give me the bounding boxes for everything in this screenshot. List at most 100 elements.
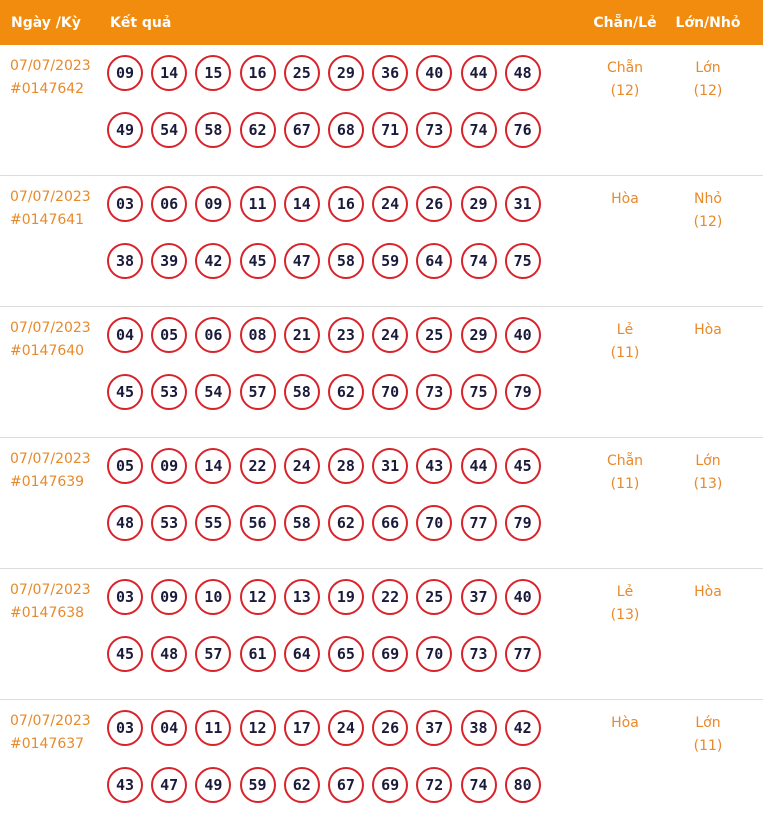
number-ball: 76 <box>504 112 541 148</box>
draw-date: 07/07/2023 <box>10 582 91 598</box>
number-ball: 16 <box>239 55 276 91</box>
chan-le-value: Hòa <box>611 191 639 207</box>
number-ball: 59 <box>372 243 409 279</box>
number-ball: 38 <box>107 243 143 279</box>
number-ball: 03 <box>107 579 143 615</box>
number-ball: 42 <box>504 710 541 746</box>
number-ball: 69 <box>372 767 409 803</box>
number-ball: 14 <box>195 448 232 484</box>
number-ball: 58 <box>283 374 320 410</box>
number-ball: 05 <box>151 317 188 353</box>
number-line: 05 09 14 22 24 28 31 43 44 45 <box>107 448 557 486</box>
number-ball: 26 <box>416 186 453 222</box>
number-line: 03 04 11 12 17 24 26 37 38 42 <box>107 710 557 748</box>
lon-nho-value: Lớn <box>695 453 721 469</box>
draw-date: 07/07/2023 <box>10 189 91 205</box>
draw-date: 07/07/2023 <box>10 58 91 74</box>
number-line: 09 14 15 16 25 29 36 40 44 48 <box>107 55 557 93</box>
result-numbers: 03 09 10 12 13 19 22 25 37 40 45 48 57 61 64 65 69 70 73 77 <box>107 579 557 693</box>
number-ball: 77 <box>504 636 541 672</box>
number-ball: 22 <box>372 579 409 615</box>
draw-id: #0147637 <box>10 736 85 752</box>
lon-nho-count: (12) <box>693 214 723 230</box>
number-ball: 04 <box>151 710 188 746</box>
number-line: 45 53 54 57 58 62 70 73 75 79 <box>107 374 557 412</box>
lon-nho-count: (11) <box>693 738 723 754</box>
number-ball: 57 <box>195 636 232 672</box>
chan-le-cell: Hòa <box>593 188 657 211</box>
number-ball: 19 <box>327 579 364 615</box>
lon-nho-count: (13) <box>693 476 723 492</box>
number-ball: 03 <box>107 186 143 222</box>
number-ball: 45 <box>107 374 143 410</box>
number-ball: 74 <box>460 112 497 148</box>
number-ball: 09 <box>151 579 188 615</box>
number-ball: 45 <box>504 448 541 484</box>
result-numbers: 05 09 14 22 24 28 31 43 44 45 48 53 55 56 58 62 66 70 77 79 <box>107 448 557 562</box>
number-ball: 75 <box>504 243 541 279</box>
number-ball: 49 <box>107 112 143 148</box>
draw-id: #0147639 <box>10 474 85 490</box>
number-ball: 16 <box>327 186 364 222</box>
number-ball: 10 <box>195 579 232 615</box>
number-ball: 08 <box>239 317 276 353</box>
number-ball: 62 <box>327 505 364 541</box>
number-ball: 64 <box>283 636 320 672</box>
lon-nho-cell: Hòa <box>672 581 744 604</box>
number-ball: 64 <box>416 243 453 279</box>
number-ball: 54 <box>195 374 232 410</box>
number-ball: 73 <box>416 112 453 148</box>
draw-id: #0147638 <box>10 605 85 621</box>
number-ball: 79 <box>504 505 541 541</box>
draw-date: 07/07/2023 <box>10 713 91 729</box>
number-ball: 73 <box>460 636 497 672</box>
chan-le-value: Lẻ <box>616 322 634 338</box>
table-body: 07/07/2023 #0147642 09 14 15 16 25 29 36 40 44 48 49… <box>0 45 763 827</box>
lon-nho-count: (12) <box>693 83 723 99</box>
table-row: 07/07/2023 #0147641 03 06 09 11 14 16 24 26 29 31 38… <box>0 176 763 307</box>
number-ball: 25 <box>416 579 453 615</box>
number-ball: 40 <box>504 579 541 615</box>
number-ball: 11 <box>239 186 276 222</box>
number-ball: 26 <box>372 710 409 746</box>
number-ball: 39 <box>151 243 188 279</box>
chan-le-cell: Chẵn (11) <box>593 450 657 496</box>
chan-le-count: (12) <box>610 83 640 99</box>
lon-nho-value: Lớn <box>695 715 721 731</box>
number-ball: 29 <box>460 186 497 222</box>
number-ball: 65 <box>327 636 364 672</box>
number-ball: 09 <box>195 186 232 222</box>
lon-nho-value: Hòa <box>694 584 722 600</box>
number-ball: 09 <box>151 448 188 484</box>
number-ball: 22 <box>239 448 276 484</box>
number-ball: 66 <box>372 505 409 541</box>
number-ball: 72 <box>416 767 453 803</box>
number-ball: 59 <box>239 767 276 803</box>
number-ball: 37 <box>416 710 453 746</box>
number-ball: 21 <box>283 317 320 353</box>
number-ball: 70 <box>372 374 409 410</box>
number-ball: 67 <box>327 767 364 803</box>
number-ball: 69 <box>372 636 409 672</box>
chan-le-cell: Chẵn (12) <box>593 57 657 103</box>
number-ball: 53 <box>151 505 188 541</box>
number-line: 38 39 42 45 47 58 59 64 74 75 <box>107 243 557 281</box>
number-ball: 70 <box>416 505 453 541</box>
number-ball: 54 <box>151 112 188 148</box>
number-ball: 24 <box>283 448 320 484</box>
number-ball: 74 <box>460 767 497 803</box>
lon-nho-cell: Lớn (12) <box>672 57 744 103</box>
number-ball: 23 <box>327 317 364 353</box>
number-ball: 62 <box>239 112 276 148</box>
chan-le-value: Hòa <box>611 715 639 731</box>
number-ball: 77 <box>460 505 497 541</box>
lon-nho-cell: Lớn (13) <box>672 450 744 496</box>
number-ball: 62 <box>327 374 364 410</box>
table-header: Ngày /Kỳ Kết quả Chẵn/Lẻ Lớn/Nhỏ <box>0 0 763 45</box>
number-line: 03 06 09 11 14 16 24 26 29 31 <box>107 186 557 224</box>
number-ball: 45 <box>239 243 276 279</box>
number-ball: 58 <box>283 505 320 541</box>
number-ball: 48 <box>107 505 143 541</box>
number-ball: 25 <box>416 317 453 353</box>
